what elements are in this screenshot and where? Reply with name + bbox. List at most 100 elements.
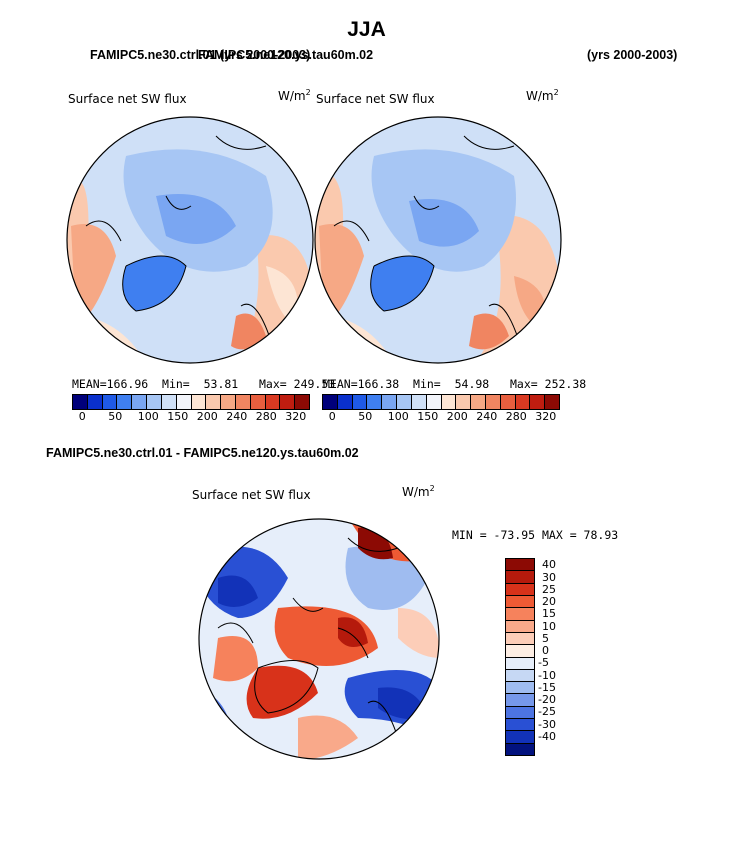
colorbar-swatch <box>147 395 162 409</box>
panel2-colorbar <box>322 394 560 410</box>
colorbar-tick-label: 320 <box>535 410 557 423</box>
colorbar-swatch <box>161 395 177 409</box>
colorbar-swatch <box>265 395 281 409</box>
colorbar-swatch <box>191 395 207 409</box>
colorbar-tick-label: 25 <box>542 582 556 596</box>
colorbar-swatch <box>506 694 534 707</box>
colorbar-tick-label: 0 <box>328 410 336 423</box>
colorbar-swatch <box>250 395 266 409</box>
colorbar-tick-label: -25 <box>538 705 556 719</box>
colorbar-swatch <box>506 620 534 633</box>
colorbar-tick-label: 100 <box>387 410 409 423</box>
panel3-stats: MIN = -73.95 MAX = 78.93 <box>452 528 619 542</box>
colorbar-tick-label: 30 <box>542 570 556 584</box>
colorbar-swatch <box>382 395 398 409</box>
colorbar-tick-label: 100 <box>137 410 159 423</box>
panel2-polar-map <box>314 116 562 364</box>
colorbar-swatch <box>506 669 534 683</box>
colorbar-swatch <box>456 395 472 409</box>
panel1-title: Surface net SW flux <box>68 92 187 106</box>
colorbar-tick-label: -15 <box>538 680 556 694</box>
colorbar-swatch <box>235 395 251 409</box>
colorbar-tick-label: 5 <box>542 631 549 645</box>
colorbar-swatch <box>102 395 118 409</box>
colorbar-swatch <box>117 395 133 409</box>
panel1-polar-map <box>66 116 314 364</box>
colorbar-swatch <box>295 395 309 409</box>
panel2-title: Surface net SW flux <box>316 92 435 106</box>
colorbar-swatch <box>506 583 534 596</box>
colorbar-swatch <box>426 395 442 409</box>
panel3-units: W/m2 <box>402 484 435 499</box>
colorbar-swatch <box>397 395 412 409</box>
colorbar-tick-label: 320 <box>285 410 307 423</box>
panel3-title: Surface net SW flux <box>192 488 311 502</box>
colorbar-swatch <box>411 395 427 409</box>
colorbar-tick-label: -30 <box>538 717 556 731</box>
colorbar-swatch <box>221 395 236 409</box>
colorbar-swatch <box>506 719 534 732</box>
colorbar-tick-label: 150 <box>417 410 439 423</box>
colorbar-tick-label: -10 <box>538 668 556 682</box>
colorbar-tick-label: 240 <box>476 410 498 423</box>
colorbar-swatch <box>367 395 383 409</box>
colorbar-swatch <box>506 657 534 670</box>
main-title: JJA <box>347 18 386 41</box>
colorbar-swatch <box>506 632 534 646</box>
colorbar-tick-label: 10 <box>542 619 556 633</box>
colorbar-tick-label: 40 <box>542 558 556 572</box>
colorbar-tick-label: 200 <box>196 410 218 423</box>
colorbar-swatch <box>545 395 559 409</box>
colorbar-tick-label: 240 <box>226 410 248 423</box>
colorbar-swatch <box>506 595 534 609</box>
colorbar-tick-label: 50 <box>108 410 123 423</box>
colorbar-swatch <box>471 395 486 409</box>
panel1-colorbar <box>72 394 310 410</box>
colorbar-tick-label: 200 <box>446 410 468 423</box>
colorbar-swatch <box>530 395 546 409</box>
colorbar-swatch <box>506 645 534 658</box>
colorbar-tick-label: -5 <box>538 656 549 670</box>
colorbar-swatch <box>506 731 534 744</box>
colorbar-swatch <box>352 395 368 409</box>
colorbar-tick-label: -20 <box>538 693 556 706</box>
colorbar-swatch <box>506 682 534 695</box>
colorbar-swatch <box>515 395 531 409</box>
panel3-colorbar <box>505 558 535 756</box>
colorbar-swatch <box>176 395 192 409</box>
colorbar-swatch <box>506 559 534 572</box>
panel1-case-label: FAMIPC5.ne30.ctrl.01 (yrs 2000-2003) <box>90 48 311 62</box>
colorbar-swatch <box>280 395 296 409</box>
colorbar-tick-label: 50 <box>358 410 373 423</box>
colorbar-swatch <box>73 395 88 409</box>
panel2-stats: MEAN=166.38 Min= 54.98 Max= 252.38 <box>323 377 587 391</box>
colorbar-tick-label: 0 <box>542 644 549 657</box>
colorbar-tick-label: -40 <box>538 729 556 743</box>
panel1-stats: MEAN=166.96 Min= 53.81 Max= 249.53 <box>72 377 336 391</box>
panel2-case-label: FAMIPC5.ne120.ys.tau60m.02 <box>198 48 374 62</box>
colorbar-tick-label: 280 <box>505 410 527 423</box>
colorbar-swatch <box>337 395 353 409</box>
panel3-colorbar-ticks: 40 30 25 20 15 10 5 0 -5 -10 -15 -20 -25 -30 -40 <box>538 558 578 758</box>
panel2-colorbar-ticks: 0 50 100 150 200 240 280 320 <box>322 410 560 424</box>
colorbar-swatch <box>500 395 516 409</box>
colorbar-swatch <box>485 395 501 409</box>
panel2-units: W/m2 <box>526 88 559 103</box>
colorbar-tick-label: 20 <box>542 595 556 608</box>
panel1-colorbar-ticks: 0 50 100 150 200 240 280 320 <box>72 410 310 424</box>
colorbar-swatch <box>441 395 457 409</box>
colorbar-swatch <box>506 743 534 755</box>
colorbar-swatch <box>87 395 103 409</box>
colorbar-tick-label: 280 <box>255 410 277 423</box>
panel3-case-label: FAMIPC5.ne30.ctrl.01 - FAMIPC5.ne120.ys.… <box>46 446 359 460</box>
colorbar-tick-label: 150 <box>167 410 189 423</box>
colorbar-swatch <box>506 571 534 584</box>
panel2-years-label: (yrs 2000-2003) <box>587 48 678 62</box>
colorbar-swatch <box>323 395 338 409</box>
colorbar-swatch <box>206 395 222 409</box>
panel3-polar-map <box>198 518 440 760</box>
colorbar-tick-label: 0 <box>78 410 86 423</box>
colorbar-swatch <box>132 395 148 409</box>
panel1-units: W/m2 <box>278 88 311 103</box>
colorbar-tick-label: 15 <box>542 607 556 621</box>
